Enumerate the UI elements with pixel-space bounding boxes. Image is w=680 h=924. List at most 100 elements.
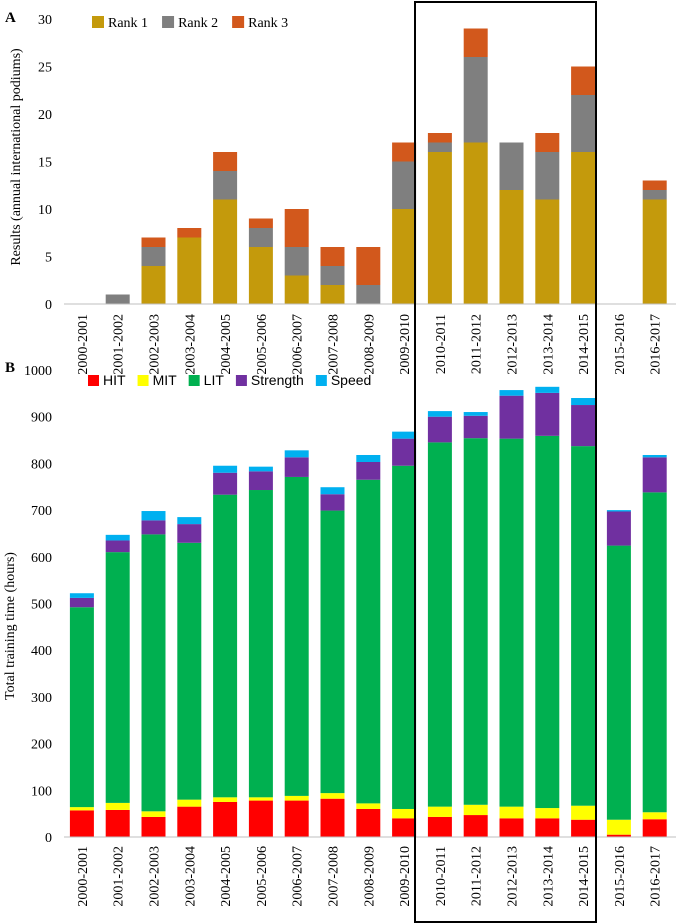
x-tick-label: 2002-2003 xyxy=(148,846,163,907)
bar-segment-lit xyxy=(463,438,488,805)
x-tick-label: 2015-2016 xyxy=(613,314,628,375)
bar-segment-hit xyxy=(356,808,381,837)
bar-segment-mit xyxy=(499,806,524,819)
panel-a-label: A xyxy=(5,10,16,26)
bar-segment-mit xyxy=(427,806,452,817)
x-tick-label: 2003-2004 xyxy=(183,846,198,907)
bar-segment-rank-3 xyxy=(427,133,452,143)
bar-segment-mit xyxy=(284,795,309,801)
bar-segment-speed xyxy=(356,454,381,462)
bar-segment-mit xyxy=(320,793,345,799)
legend-label: Rank 1 xyxy=(108,16,148,31)
legend-label: MIT xyxy=(153,372,178,388)
x-tick-label: 2010-2011 xyxy=(434,314,449,374)
panel-b-x-ticks: 2000-2001 2001-2002 2002-2003 2003-2004 2004… xyxy=(76,846,664,907)
bar-segment-rank-2 xyxy=(356,285,381,304)
bar-segment-rank-2 xyxy=(105,294,130,304)
panel-a-bars xyxy=(105,28,667,304)
bar-segment-strength xyxy=(248,471,273,491)
x-tick-label: 2013-2014 xyxy=(541,314,556,375)
bar-segment-speed xyxy=(177,517,202,525)
x-tick-label: 2006-2007 xyxy=(291,846,306,907)
legend-swatch xyxy=(232,16,245,28)
x-tick-label: 2004-2005 xyxy=(219,314,234,375)
bar-segment-rank-3 xyxy=(535,133,560,152)
bar-segment-mit xyxy=(213,797,238,802)
legend-swatch xyxy=(137,375,149,386)
bar-segment-rank-2 xyxy=(642,190,667,200)
bar-segment-rank-1 xyxy=(571,152,596,304)
bar-segment-lit xyxy=(284,476,309,796)
legend-swatch xyxy=(162,16,175,28)
bar-segment-strength xyxy=(141,520,166,535)
bar-segment-rank-1 xyxy=(463,142,488,304)
x-tick-label: 2006-2007 xyxy=(291,314,306,375)
panel-b-y-ticks: 0 100 200 300 400 500 600 700 800 900 1000 xyxy=(24,364,52,846)
bar-segment-lit xyxy=(248,490,273,798)
bar-segment-rank-1 xyxy=(177,237,202,304)
x-tick-label: 2001-2002 xyxy=(112,846,127,907)
bar-segment-strength xyxy=(284,457,309,477)
y-tick-label: 400 xyxy=(31,644,52,659)
legend-label: HIT xyxy=(103,372,126,388)
bar-segment-lit xyxy=(356,479,381,804)
panel-a-y-ticks: 0 5 10 15 20 25 30 xyxy=(38,13,52,313)
bar-segment-strength xyxy=(392,438,417,466)
bar-segment-mit xyxy=(571,805,596,820)
bar-segment-rank-3 xyxy=(356,247,381,285)
panel-b-label: B xyxy=(5,360,15,376)
bar-segment-hit xyxy=(320,798,345,837)
bar-segment-rank-1 xyxy=(427,152,452,304)
bar-segment-lit xyxy=(213,494,238,798)
bar-segment-speed xyxy=(642,454,667,458)
panel-b: B Total training time (hours) 0 100 200 300… xyxy=(3,360,676,907)
y-tick-label: 300 xyxy=(31,691,52,706)
x-tick-label: 2016-2017 xyxy=(649,314,664,375)
x-tick-label: 2002-2003 xyxy=(148,314,163,375)
bar-segment-rank-2 xyxy=(248,228,273,247)
bar-segment-mit xyxy=(535,808,560,819)
x-tick-label: 2014-2015 xyxy=(577,314,592,375)
bar-segment-rank-1 xyxy=(141,266,166,304)
y-tick-label: 30 xyxy=(38,13,52,28)
bar-segment-rank-1 xyxy=(499,190,524,304)
y-tick-label: 20 xyxy=(38,108,52,123)
x-tick-label: 2011-2012 xyxy=(470,846,485,906)
x-tick-label: 2005-2006 xyxy=(255,314,270,375)
bar-segment-speed xyxy=(320,487,345,495)
bar-segment-rank-3 xyxy=(141,237,166,247)
bar-segment-strength xyxy=(356,461,381,480)
x-tick-label: 2000-2001 xyxy=(76,314,91,375)
bar-segment-rank-1 xyxy=(248,247,273,304)
bar-segment-strength xyxy=(463,415,488,439)
y-tick-label: 800 xyxy=(31,457,52,472)
bar-segment-rank-3 xyxy=(284,209,309,247)
x-tick-label: 2004-2005 xyxy=(219,846,234,907)
bar-segment-speed xyxy=(463,412,488,416)
bar-segment-rank-3 xyxy=(320,247,345,266)
bar-segment-lit xyxy=(427,442,452,807)
panel-a-x-ticks: 2000-2001 2001-2002 2002-2003 2003-2004 2004… xyxy=(76,314,664,375)
legend-swatch xyxy=(92,16,104,28)
bar-segment-hit xyxy=(105,809,130,837)
bar-segment-mit xyxy=(177,799,202,807)
x-tick-label: 2009-2010 xyxy=(398,846,413,907)
bar-segment-speed xyxy=(284,450,309,458)
bar-segment-lit xyxy=(392,465,417,809)
y-tick-label: 0 xyxy=(45,831,52,846)
legend-label: Speed xyxy=(331,372,371,388)
bar-segment-strength xyxy=(177,524,202,543)
bar-segment-strength xyxy=(499,395,524,439)
bar-segment-rank-2 xyxy=(463,57,488,143)
x-tick-label: 2007-2008 xyxy=(327,846,342,907)
bar-segment-mit xyxy=(69,807,94,811)
y-tick-label: 25 xyxy=(38,61,52,76)
bar-segment-speed xyxy=(213,465,238,473)
y-tick-label: 1000 xyxy=(24,364,52,379)
bar-segment-rank-2 xyxy=(499,142,524,190)
bar-segment-lit xyxy=(606,545,631,820)
bar-segment-mit xyxy=(248,797,273,801)
bar-segment-rank-2 xyxy=(571,95,596,152)
bar-segment-rank-2 xyxy=(213,171,238,200)
